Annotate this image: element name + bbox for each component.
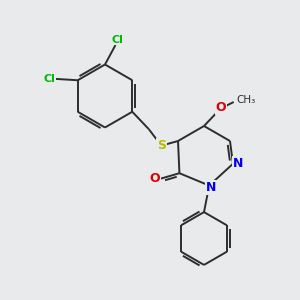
Text: N: N (206, 181, 216, 194)
Text: N: N (233, 157, 244, 170)
Text: O: O (149, 172, 160, 185)
Text: S: S (157, 139, 166, 152)
Text: O: O (216, 101, 226, 114)
Text: Cl: Cl (44, 74, 56, 84)
Text: Cl: Cl (111, 34, 123, 45)
Text: CH₃: CH₃ (236, 95, 255, 105)
